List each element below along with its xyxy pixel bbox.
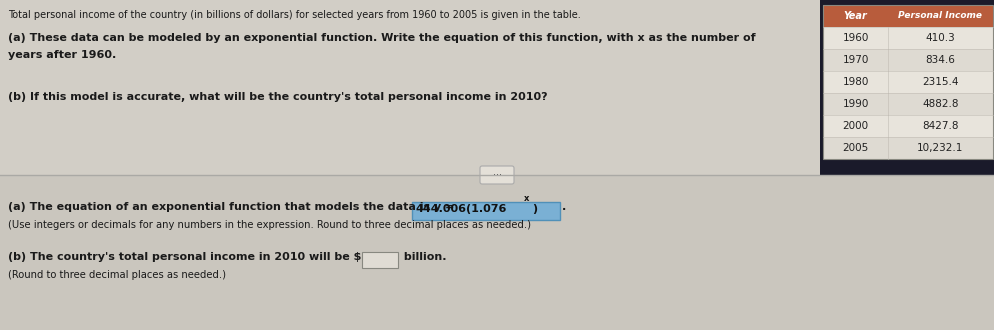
Bar	[412, 202, 560, 220]
Bar	[823, 137, 888, 159]
Text: 2005: 2005	[842, 143, 869, 153]
Text: (a) These data can be modeled by an exponential function. Write the equation of : (a) These data can be modeled by an expo…	[8, 33, 755, 43]
Bar	[362, 252, 398, 268]
Bar	[823, 115, 888, 137]
Text: 444.006(1.076: 444.006(1.076	[416, 204, 507, 214]
Text: 4882.8: 4882.8	[922, 99, 959, 109]
Text: 2000: 2000	[843, 121, 869, 131]
Text: billion.: billion.	[400, 252, 446, 262]
Text: 410.3: 410.3	[925, 33, 955, 43]
Bar	[823, 49, 888, 71]
Bar	[823, 93, 888, 115]
Text: 1970: 1970	[842, 55, 869, 65]
Bar	[888, 71, 993, 93]
Text: years after 1960.: years after 1960.	[8, 50, 116, 60]
Bar	[0, 0, 994, 175]
Bar	[888, 27, 993, 49]
Text: ): )	[532, 204, 537, 214]
Bar	[888, 137, 993, 159]
Text: (b) If this model is accurate, what will be the country's total personal income : (b) If this model is accurate, what will…	[8, 92, 548, 102]
Text: Personal Income: Personal Income	[899, 12, 982, 20]
Bar	[823, 71, 888, 93]
Text: .: .	[562, 202, 567, 212]
Bar	[823, 27, 888, 49]
Text: x: x	[524, 194, 530, 203]
FancyBboxPatch shape	[480, 166, 514, 184]
Text: 8427.8: 8427.8	[922, 121, 959, 131]
Text: 1980: 1980	[842, 77, 869, 87]
Text: 1960: 1960	[842, 33, 869, 43]
Text: (a) The equation of an exponential function that models the data is y =: (a) The equation of an exponential funct…	[8, 202, 458, 212]
Bar	[823, 5, 993, 159]
Bar	[888, 49, 993, 71]
Text: ···: ···	[492, 170, 502, 180]
Text: 10,232.1: 10,232.1	[917, 143, 964, 153]
Text: (Round to three decimal places as needed.): (Round to three decimal places as needed…	[8, 270, 226, 280]
Text: (Use integers or decimals for any numbers in the expression. Round to three deci: (Use integers or decimals for any number…	[8, 220, 531, 230]
Text: (b) The country's total personal income in 2010 will be $: (b) The country's total personal income …	[8, 252, 362, 262]
Text: Total personal income of the country (in billions of dollars) for selected years: Total personal income of the country (in…	[8, 10, 580, 20]
Bar	[823, 5, 993, 27]
Bar	[888, 115, 993, 137]
Bar	[888, 93, 993, 115]
Text: Year: Year	[844, 11, 868, 21]
Bar	[820, 0, 994, 175]
Text: 2315.4: 2315.4	[922, 77, 959, 87]
Text: 1990: 1990	[842, 99, 869, 109]
Text: 834.6: 834.6	[925, 55, 955, 65]
